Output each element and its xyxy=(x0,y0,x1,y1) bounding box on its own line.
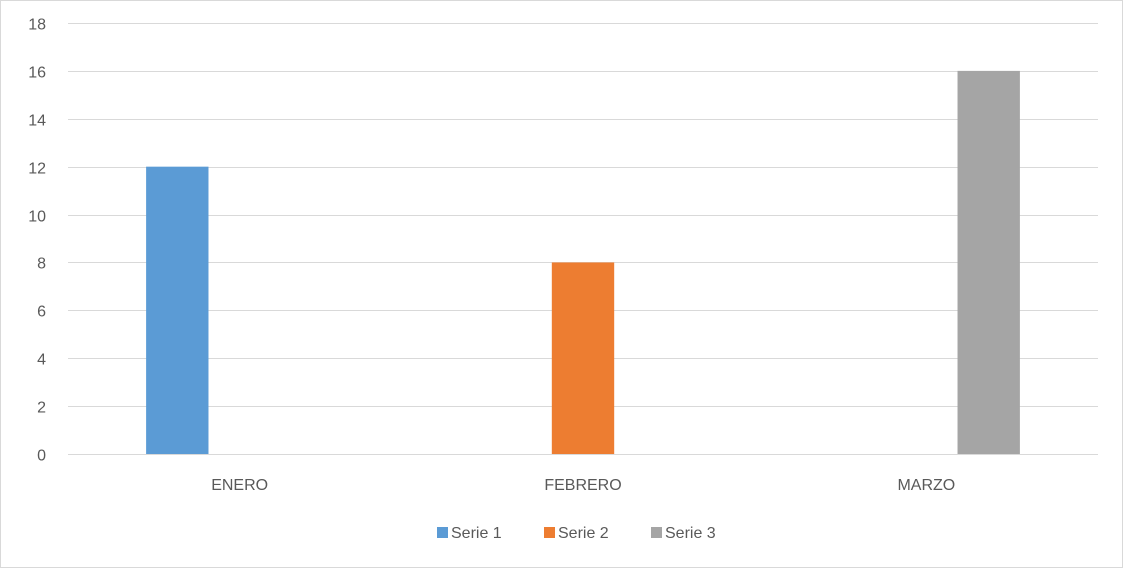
legend-swatch xyxy=(544,527,555,538)
bar-serie-1-enero xyxy=(146,166,209,454)
y-tick-label: 8 xyxy=(37,256,46,273)
x-axis-ticks: ENERO FEBRERO MARZO xyxy=(211,477,955,494)
y-axis-ticks: 0 2 4 6 8 10 12 14 16 18 xyxy=(28,17,46,465)
legend: Serie 1 Serie 2 Serie 3 xyxy=(437,525,716,542)
bar-serie-2-febrero xyxy=(551,262,615,454)
x-tick-label: FEBRERO xyxy=(544,477,621,494)
y-tick-label: 2 xyxy=(37,400,46,417)
bars xyxy=(146,70,1020,454)
bar-serie-3-marzo xyxy=(957,70,1020,454)
y-tick-label: 14 xyxy=(28,113,46,130)
legend-swatch xyxy=(651,527,662,538)
y-tick-label: 16 xyxy=(28,65,46,82)
y-tick-label: 18 xyxy=(28,17,46,34)
y-tick-label: 0 xyxy=(37,448,46,465)
x-tick-label: ENERO xyxy=(211,477,268,494)
legend-label: Serie 3 xyxy=(665,525,716,542)
legend-swatch xyxy=(437,527,448,538)
legend-label: Serie 1 xyxy=(451,525,502,542)
y-tick-label: 4 xyxy=(37,352,46,369)
y-tick-label: 10 xyxy=(28,209,46,226)
y-tick-label: 6 xyxy=(37,304,46,321)
y-tick-label: 12 xyxy=(28,161,46,178)
legend-label: Serie 2 xyxy=(558,525,609,542)
x-tick-label: MARZO xyxy=(897,477,955,494)
